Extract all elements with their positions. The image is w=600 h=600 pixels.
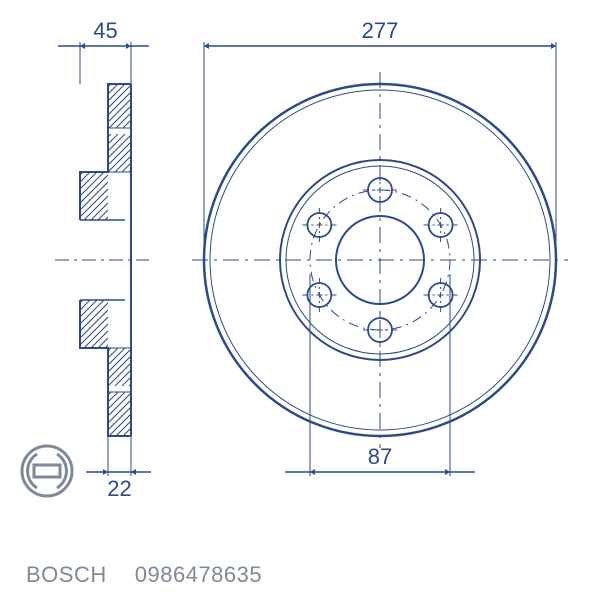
svg-text:87: 87 xyxy=(368,444,392,469)
part-number: 0986478635 xyxy=(135,562,262,588)
svg-text:22: 22 xyxy=(107,476,131,501)
brand-bar: BOSCH 0986478635 xyxy=(0,550,600,600)
drawing-stage: 45 22 277 87 BOSCH 0986478635 xyxy=(0,0,600,600)
brand-name: BOSCH xyxy=(26,562,107,588)
svg-text:45: 45 xyxy=(93,18,117,43)
svg-text:277: 277 xyxy=(362,18,399,43)
bosch-logo xyxy=(20,444,74,498)
front-view: 277 87 xyxy=(180,0,600,540)
